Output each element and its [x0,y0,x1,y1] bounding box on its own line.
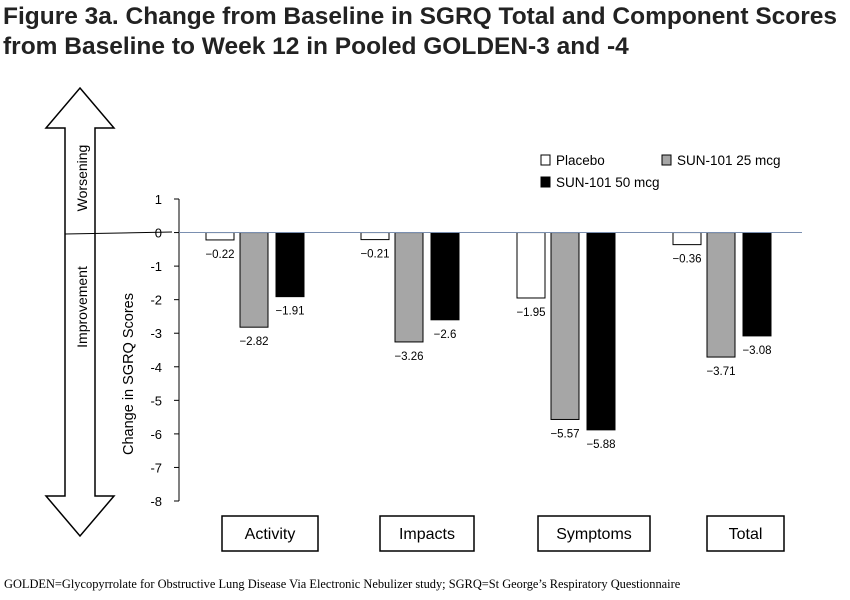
category-box-activity [221,515,319,552]
y-tick-label: -7 [150,460,162,475]
bar-value-label: −1.95 [516,307,545,319]
worsening-label: Worsening [74,145,90,212]
legend: Placebo SUN-101 25 mcg SUN-101 50 mcg [540,153,781,190]
bar-value-label: −0.22 [205,249,234,261]
y-tick-label: 1 [155,192,162,207]
category-label-total: Total [729,526,763,543]
y-tick-label: -2 [150,293,162,308]
bar-total-2 [742,232,772,337]
bar-symptoms-1 [550,232,580,420]
bar-activity-2 [275,232,305,298]
category-box-impacts [379,515,475,552]
legend-swatch [540,176,551,188]
bar-value-label: −3.71 [706,366,735,378]
bar-impacts-0 [360,232,390,241]
y-tick-label: -1 [150,259,162,274]
category-label-activity: Activity [245,526,296,543]
bar-activity-1 [239,232,269,328]
y-tick-label: -5 [150,393,162,408]
legend-label: SUN-101 25 mcg [677,153,781,168]
bar-value-label: −2.82 [239,336,268,348]
category-box-symptoms [537,515,651,552]
bar-value-label: −5.57 [550,428,579,440]
bar-activity-0 [205,232,235,241]
bar-value-label: −3.08 [742,345,771,357]
y-axis-ticks: 1 0 -1 -2 -3 -4 -5 -6 -7 -8 [150,192,179,509]
bar-impacts-1 [394,232,424,343]
improvement-label: Improvement [74,266,90,348]
y-tick-label: -8 [150,494,162,509]
bar-value-label: −0.36 [672,254,701,266]
bar-impacts-2 [430,232,460,321]
bar-value-labels: −0.22−2.82−1.91−0.21−3.26−2.6−1.95−5.57−… [205,249,771,451]
category-label-impacts: Impacts [399,526,455,543]
figure-title: Figure 3a. Change from Baseline in SGRQ … [3,3,838,60]
bars [205,232,772,431]
category-labels: Activity Impacts Symptoms Total [221,515,785,552]
bar-value-label: −3.26 [394,351,423,363]
y-axis-label: Change in SGRQ Scores [121,293,137,455]
y-tick-label: 0 [155,226,162,241]
footnote: GOLDEN=Glycopyrrolate for Obstructive Lu… [4,577,681,591]
worsening-improvement-arrow [44,86,116,538]
arrow-divider-line [64,231,173,235]
bar-symptoms-0 [516,232,546,299]
bar-value-label: −1.91 [275,306,304,318]
bar-total-1 [706,232,736,358]
bar-value-label: −0.21 [360,249,389,261]
y-tick-label: -6 [150,427,162,442]
legend-label: SUN-101 50 mcg [556,175,660,190]
legend-swatch [540,154,551,166]
y-tick-label: -4 [150,360,162,375]
bar-value-label: −2.6 [434,329,457,341]
y-tick-label: -3 [150,326,162,341]
bar-value-label: −5.88 [586,439,615,451]
category-box-total [706,515,785,552]
legend-label: Placebo [556,153,605,168]
bar-symptoms-2 [586,232,616,431]
bar-total-0 [672,232,702,246]
legend-swatch [661,154,672,166]
category-label-symptoms: Symptoms [556,526,632,543]
